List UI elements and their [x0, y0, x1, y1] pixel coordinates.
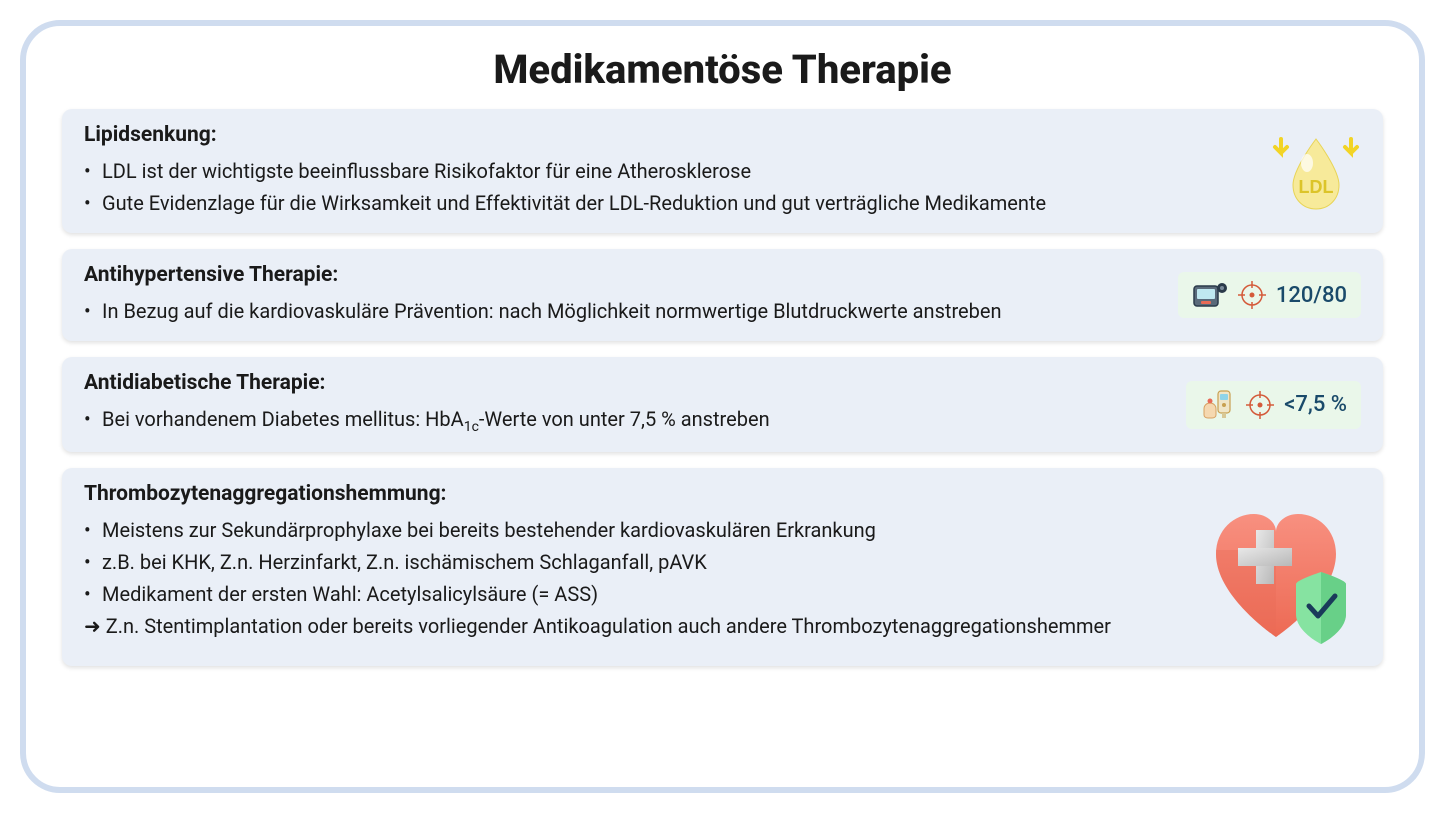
hba1c-badge: <7,5 % — [1186, 381, 1361, 429]
bp-value: 120/80 — [1276, 283, 1347, 308]
card-body: Antidiabetische Therapie: Bei vorhandene… — [84, 371, 1166, 438]
card-heading: Antihypertensive Therapie: — [84, 263, 1158, 287]
card-body: Thrombozytenaggregationshemmung: Meisten… — [84, 482, 1181, 642]
bullet-item: Medikament der ersten Wahl: Acetylsalicy… — [84, 578, 1181, 610]
arrow-line: ➜ Z.n. Stentimplantation oder bereits vo… — [84, 610, 1181, 642]
glucometer-icon — [1200, 389, 1236, 421]
bp-monitor-icon — [1192, 280, 1228, 310]
card-heading: Thrombozytenaggregationshemmung: — [84, 482, 1181, 506]
heart-shield-icon — [1201, 502, 1361, 652]
hba1c-value: <7,5 % — [1284, 392, 1347, 417]
badge-slot: 120/80 — [1178, 272, 1361, 318]
ldl-drop-icon: LDL — [1271, 131, 1361, 211]
card-heading: Lipidsenkung: — [84, 123, 1251, 147]
bullet-list: In Bezug auf die kardiovaskuläre Prävent… — [84, 295, 1158, 327]
card-body: Lipidsenkung: LDL ist der wichtigste bee… — [84, 123, 1251, 219]
card-antidiabetische: Antidiabetische Therapie: Bei vorhandene… — [62, 357, 1383, 452]
content-frame: Medikamentöse Therapie Lipidsenkung: LDL… — [20, 20, 1425, 793]
bullet-item: Bei vorhandenem Diabetes mellitus: HbA1c… — [84, 403, 1166, 438]
card-thrombozyten: Thrombozytenaggregationshemmung: Meisten… — [62, 468, 1383, 666]
bullet-item: Gute Evidenzlage für die Wirksamkeit und… — [84, 187, 1251, 219]
bullet-item: Meistens zur Sekundärprophylaxe bei bere… — [84, 514, 1181, 546]
bullet-item: LDL ist der wichtigste beeinflussbare Ri… — [84, 155, 1251, 187]
bullet-item: z.B. bei KHK, Z.n. Herzinfarkt, Z.n. isc… — [84, 546, 1181, 578]
target-icon — [1238, 281, 1266, 309]
page-title: Medikamentöse Therapie — [62, 46, 1383, 93]
card-antihypertensive: Antihypertensive Therapie: In Bezug auf … — [62, 249, 1383, 341]
svg-text:LDL: LDL — [1299, 177, 1334, 197]
bullet-list: Meistens zur Sekundärprophylaxe bei bere… — [84, 514, 1181, 610]
target-icon — [1246, 391, 1274, 419]
bullet-item: In Bezug auf die kardiovaskuläre Prävent… — [84, 295, 1158, 327]
card-body: Antihypertensive Therapie: In Bezug auf … — [84, 263, 1158, 327]
bullet-list: Bei vorhandenem Diabetes mellitus: HbA1c… — [84, 403, 1166, 438]
bp-badge: 120/80 — [1178, 272, 1361, 318]
card-lipidsenkung: Lipidsenkung: LDL ist der wichtigste bee… — [62, 109, 1383, 233]
badge-slot: <7,5 % — [1186, 381, 1361, 429]
bullet-list: LDL ist der wichtigste beeinflussbare Ri… — [84, 155, 1251, 219]
card-heading: Antidiabetische Therapie: — [84, 371, 1166, 395]
